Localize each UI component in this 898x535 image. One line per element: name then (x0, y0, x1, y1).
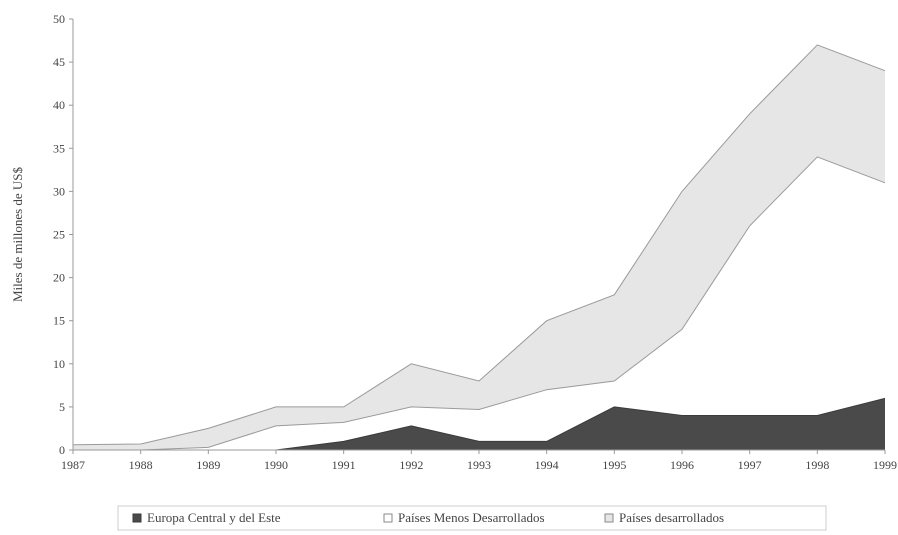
area-series-1 (73, 156, 885, 450)
y-tick-label: 45 (53, 55, 65, 69)
y-tick-label: 50 (53, 12, 65, 26)
x-tick-label: 1987 (61, 458, 85, 472)
x-tick-label: 1993 (467, 458, 491, 472)
area-series-edge-1 (73, 156, 886, 451)
area-series-2 (73, 44, 885, 451)
x-tick-label: 1990 (264, 458, 288, 472)
x-tick-label: 1994 (535, 458, 559, 472)
legend-swatch (132, 513, 142, 523)
y-tick-label: 35 (53, 141, 65, 155)
y-tick-label: 15 (53, 314, 65, 328)
x-tick-label: 1996 (670, 458, 694, 472)
x-axis-ticks: 1987 1988 1989 1990 1991 1992 1993 1994 1995 1996… (61, 450, 897, 472)
y-tick-label: 0 (59, 443, 65, 457)
legend-label: Países desarrollados (619, 510, 724, 525)
x-tick-label: 1991 (332, 458, 356, 472)
x-tick-label: 1995 (602, 458, 626, 472)
x-tick-label: 1988 (129, 458, 153, 472)
area-series-edge-2 (72, 44, 886, 446)
area-series-0 (73, 398, 885, 450)
y-tick-label: 40 (53, 98, 65, 112)
y-tick-label: 5 (59, 400, 65, 414)
legend-label: Europa Central y del Este (147, 510, 281, 525)
x-tick-label: 1999 (873, 458, 897, 472)
legend-label: Países Menos Desarrollados (398, 510, 545, 525)
x-tick-label: 1998 (805, 458, 829, 472)
legend-swatch (383, 513, 393, 523)
legend-box (117, 505, 827, 531)
legend: Europa Central y del Este Países Menos De… (117, 505, 827, 531)
x-tick-label: 1997 (738, 458, 762, 472)
area-series-group (72, 44, 886, 451)
y-axis-ticks: 0 5 10 15 20 25 30 35 40 45 50 (53, 12, 73, 457)
y-tick-label: 20 (53, 271, 65, 285)
y-axis-title: Miles de millones de US$ (10, 166, 25, 302)
y-tick-label: 30 (53, 184, 65, 198)
y-tick-label: 10 (53, 357, 65, 371)
legend-swatch (604, 513, 614, 523)
x-tick-label: 1992 (399, 458, 423, 472)
y-tick-label: 25 (53, 228, 65, 242)
x-tick-label: 1989 (196, 458, 220, 472)
